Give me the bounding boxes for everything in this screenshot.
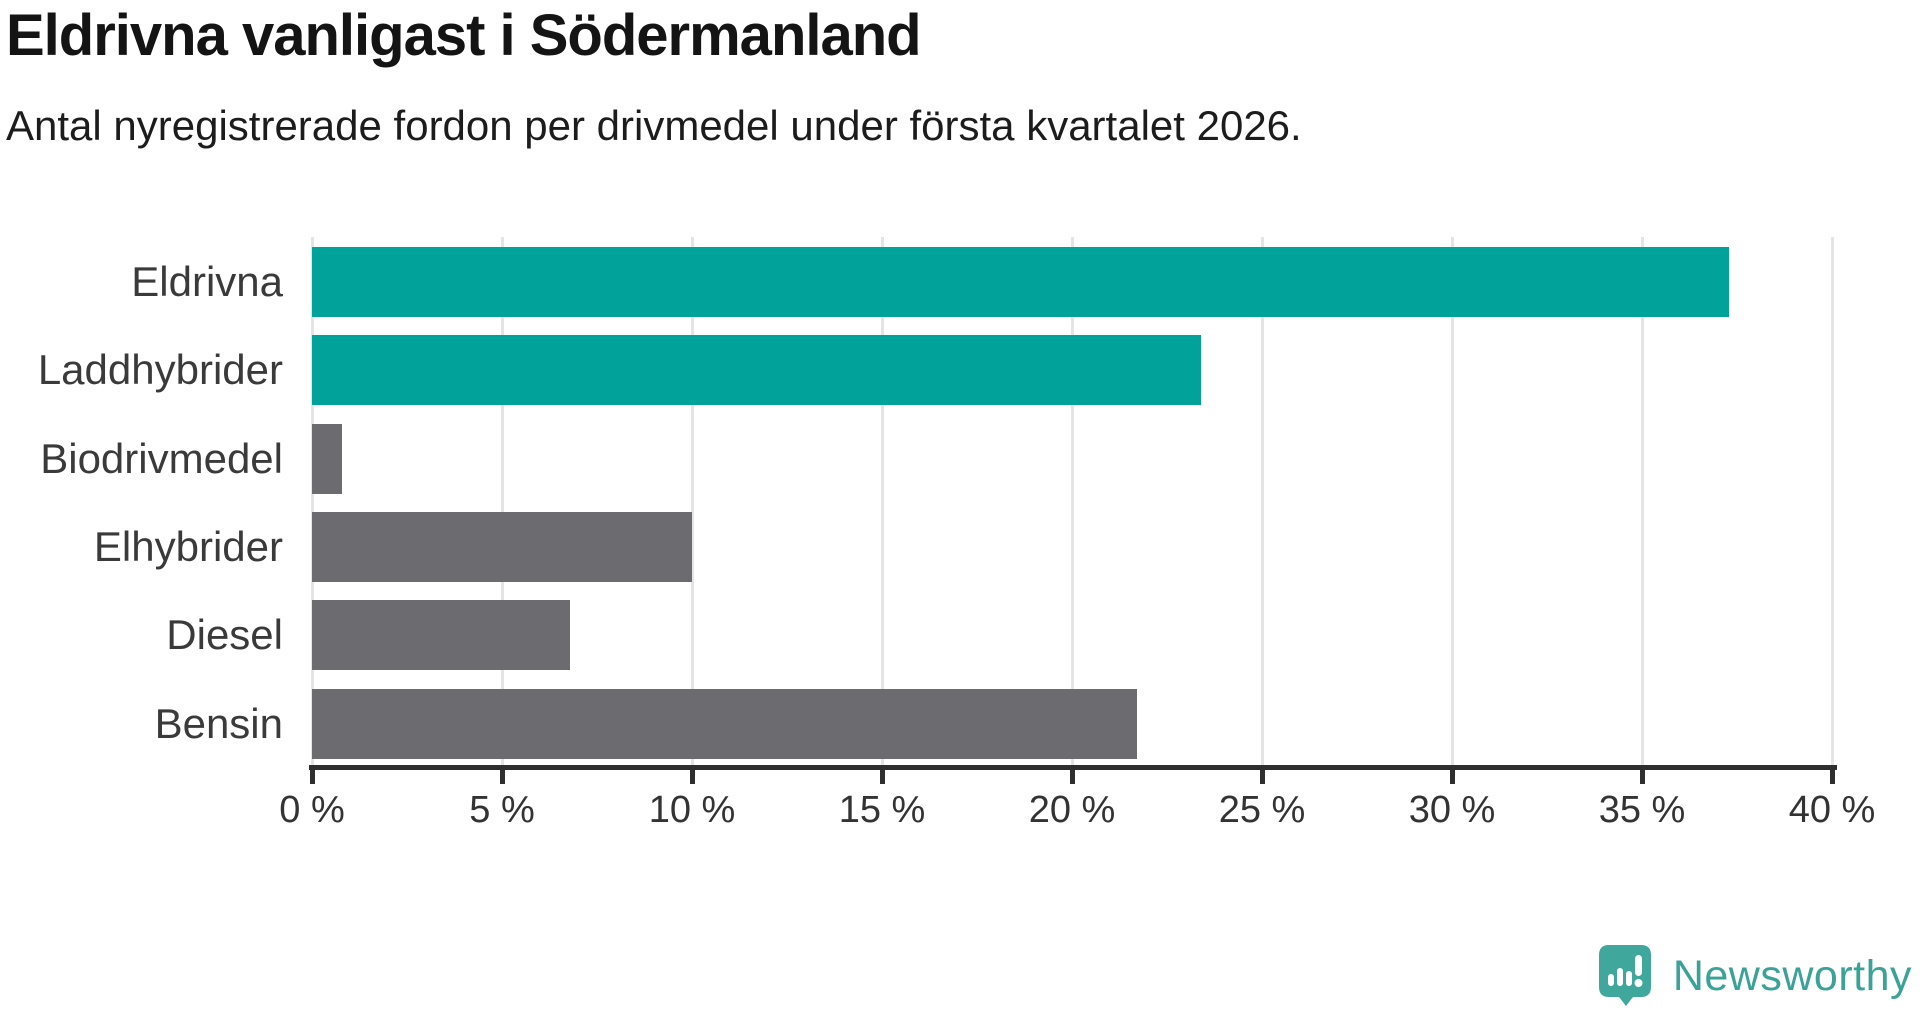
gridline-0 bbox=[310, 237, 314, 765]
x-tick-label-15: 15 % bbox=[838, 789, 926, 831]
gridline-10 bbox=[690, 237, 694, 765]
newsworthy-logo-icon bbox=[1598, 945, 1651, 1006]
x-tick-mark-30 bbox=[1449, 765, 1455, 784]
chart-title: Eldrivna vanligast i Södermanland bbox=[6, 3, 922, 68]
x-tick-label-40: 40 % bbox=[1788, 789, 1876, 831]
x-tick-label-20: 20 % bbox=[1028, 789, 1116, 831]
x-tick-mark-5 bbox=[499, 765, 505, 784]
gridline-30 bbox=[1450, 237, 1454, 765]
category-label-diesel: Diesel bbox=[166, 611, 283, 659]
x-tick-mark-35 bbox=[1639, 765, 1645, 784]
x-tick-label-10: 10 % bbox=[648, 789, 736, 831]
gridline-20 bbox=[1070, 237, 1074, 765]
x-tick-label-5: 5 % bbox=[469, 789, 535, 831]
category-label-biodrivmedel: Biodrivmedel bbox=[40, 434, 283, 482]
category-label-laddhybrider: Laddhybrider bbox=[37, 346, 283, 394]
bar-biodrivmedel bbox=[312, 423, 343, 494]
bar-laddhybrider bbox=[312, 335, 1202, 406]
bar-diesel bbox=[312, 600, 571, 671]
gridline-35 bbox=[1640, 237, 1644, 765]
chart-subtitle: Antal nyregistrerade fordon per drivmede… bbox=[6, 102, 1302, 149]
category-label-bensin: Bensin bbox=[154, 699, 283, 747]
x-tick-label-30: 30 % bbox=[1408, 789, 1496, 831]
bar-elhybrider bbox=[312, 511, 692, 582]
category-label-eldrivna: Eldrivna bbox=[131, 258, 283, 305]
x-tick-mark-20 bbox=[1069, 765, 1075, 784]
x-tick-mark-25 bbox=[1259, 765, 1265, 784]
newsworthy-logo-text: Newsworthy bbox=[1672, 951, 1912, 1000]
newsworthy-logo: Newsworthy bbox=[1598, 945, 1912, 1007]
x-tick-mark-10 bbox=[689, 765, 695, 784]
category-label-elhybrider: Elhybrider bbox=[93, 522, 283, 570]
gridline-15 bbox=[880, 237, 884, 765]
gridline-5 bbox=[500, 237, 504, 765]
x-tick-mark-15 bbox=[879, 765, 885, 784]
gridline-25 bbox=[1260, 237, 1264, 765]
x-tick-label-0: 0 % bbox=[279, 789, 345, 831]
gridline-40 bbox=[1830, 237, 1834, 765]
bar-bensin bbox=[312, 688, 1137, 759]
x-tick-mark-0 bbox=[309, 765, 315, 784]
x-tick-label-35: 35 % bbox=[1598, 789, 1686, 831]
bar-eldrivna bbox=[312, 247, 1730, 317]
x-tick-label-25: 25 % bbox=[1218, 789, 1306, 831]
plot-area bbox=[310, 237, 1834, 765]
x-tick-mark-40 bbox=[1829, 765, 1835, 784]
